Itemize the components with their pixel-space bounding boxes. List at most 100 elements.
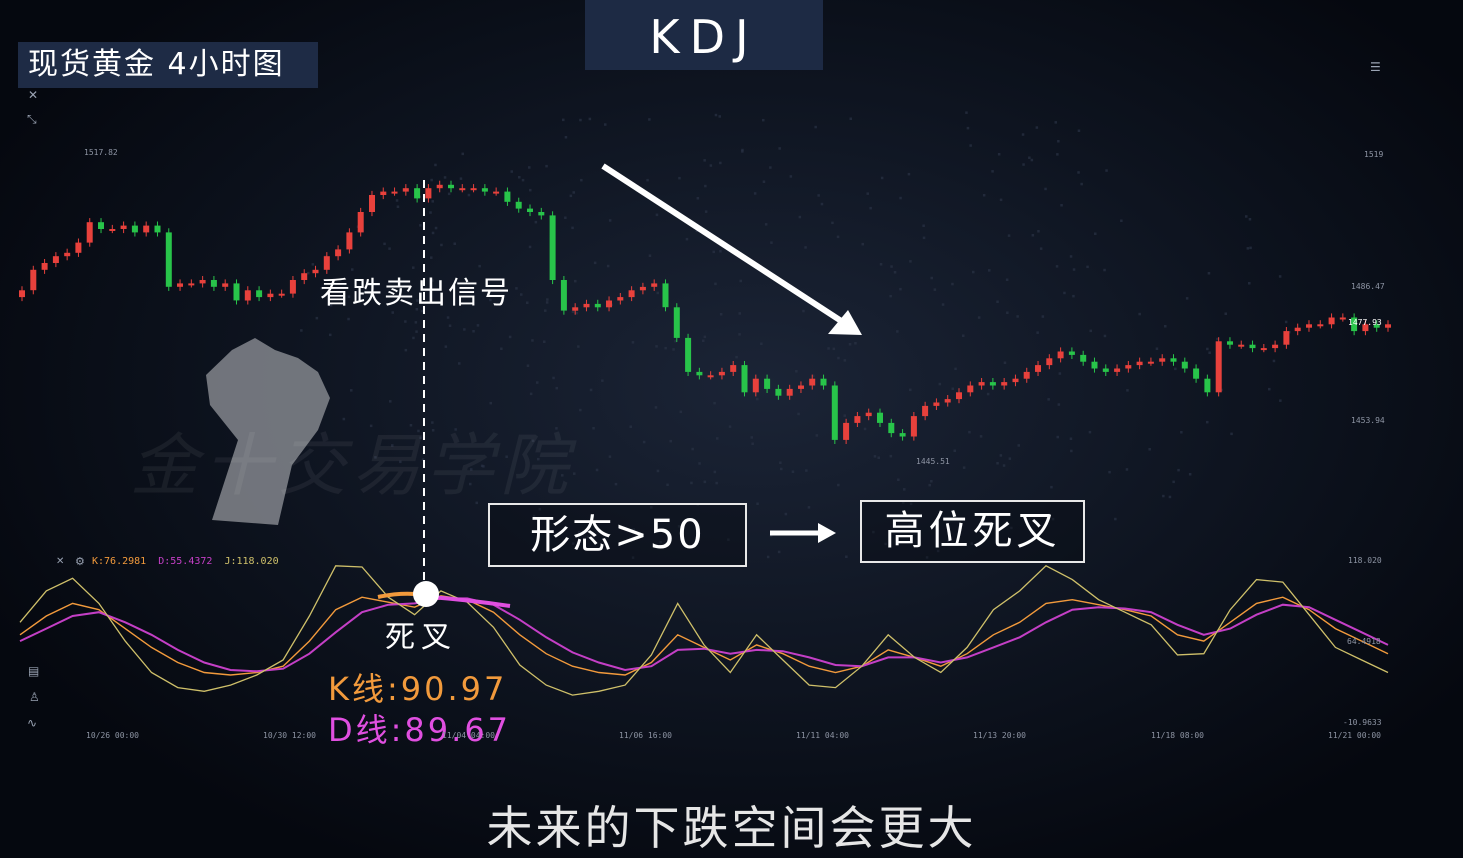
map-dot [595, 468, 599, 472]
map-dot [738, 312, 741, 315]
map-dot [467, 193, 471, 197]
candle-body [1159, 358, 1166, 362]
map-dot [463, 328, 466, 331]
map-dot [300, 329, 303, 332]
map-dot [753, 192, 757, 195]
map-dot [997, 153, 1001, 156]
map-dot [478, 264, 481, 268]
map-dot [866, 192, 869, 195]
map-dot [770, 241, 773, 244]
map-dot [715, 481, 718, 485]
draw-tool-icon[interactable]: ♙ [29, 690, 40, 704]
map-dot [991, 170, 994, 173]
map-dot [899, 196, 902, 200]
candle-body [673, 307, 680, 338]
map-dot [674, 339, 677, 343]
subtitle-caption: 未来的下跌空间会更大 [486, 801, 977, 855]
wave-tool-icon[interactable]: ∿ [27, 716, 38, 730]
map-dot [951, 282, 954, 286]
map-dot [1108, 470, 1111, 474]
map-dot [415, 308, 419, 311]
map-dot [909, 388, 912, 392]
candle-body [425, 188, 432, 199]
map-dot [586, 535, 590, 539]
map-dot [431, 200, 434, 203]
map-dot [489, 401, 492, 405]
candle-body [222, 283, 229, 287]
map-dot [762, 180, 766, 183]
map-dot [982, 194, 986, 197]
map-dot [1077, 171, 1080, 174]
map-dot [383, 242, 386, 246]
candle-body [798, 385, 804, 389]
candle-body [143, 225, 150, 233]
indicator-close-icon[interactable]: ✕ [56, 556, 65, 567]
map-dot [1278, 275, 1282, 278]
map-dot [669, 439, 672, 443]
candle-body [1035, 365, 1041, 372]
map-dot [872, 530, 875, 534]
kdj-axis-top: 118.020 [1348, 556, 1382, 565]
map-dot [1094, 232, 1097, 235]
candle-body [956, 392, 962, 400]
map-dot [977, 316, 981, 319]
kdj-axis-low: -10.9633 [1343, 718, 1382, 727]
map-dot [1272, 359, 1276, 363]
map-dot [1044, 187, 1047, 191]
death-cross-label: 死叉 [385, 620, 457, 655]
map-dot [510, 170, 513, 173]
settings-icon[interactable]: ☰ [1370, 60, 1381, 74]
candle-body [448, 184, 454, 189]
map-dot [966, 126, 970, 130]
chart-tool-icon[interactable]: ▤ [28, 664, 40, 678]
candle-body [1227, 341, 1233, 345]
map-dot [342, 417, 346, 421]
map-dot [417, 429, 420, 433]
map-dot [608, 219, 612, 222]
map-dot [804, 246, 807, 249]
candle-body [369, 195, 375, 212]
legend-j: J:118.020 [224, 556, 279, 567]
map-dot [760, 342, 763, 345]
candle-body [335, 249, 342, 257]
candle-body [515, 201, 522, 209]
map-dot [1021, 133, 1025, 136]
candle-body [267, 293, 274, 298]
map-dot [848, 343, 852, 346]
close-icon[interactable]: ✕ [28, 88, 39, 102]
map-dot [572, 191, 575, 194]
map-dot [764, 223, 768, 226]
candle-body [583, 303, 590, 308]
map-dot [666, 483, 669, 487]
map-dot [1114, 517, 1117, 521]
indicator-gear-icon[interactable]: ⚙ [75, 555, 85, 568]
map-dot [508, 335, 512, 339]
candle-body [1102, 368, 1109, 372]
map-dot [430, 256, 433, 259]
map-dot [751, 442, 754, 445]
candle-body [1012, 378, 1019, 383]
map-dot [738, 333, 741, 336]
map-dot [409, 424, 413, 427]
candle-body [256, 290, 263, 298]
map-dot [434, 226, 438, 230]
candle-body [910, 416, 917, 437]
map-dot [571, 542, 575, 545]
map-dot [884, 542, 887, 546]
map-dot [979, 435, 983, 438]
map-dot [391, 444, 394, 447]
map-dot [1035, 126, 1039, 129]
collapse-icon[interactable]: ⤡ [27, 112, 37, 126]
map-dot [908, 524, 911, 527]
candle-body [662, 283, 669, 308]
map-dot [430, 178, 433, 182]
map-dot [580, 178, 583, 182]
map-dot [1089, 329, 1092, 333]
map-dot [347, 317, 350, 321]
map-dot [515, 287, 518, 290]
map-dot [579, 408, 582, 412]
map-dot [1057, 140, 1060, 143]
candle-body [75, 242, 82, 253]
map-dot [664, 346, 667, 350]
candle-body [1283, 331, 1290, 345]
